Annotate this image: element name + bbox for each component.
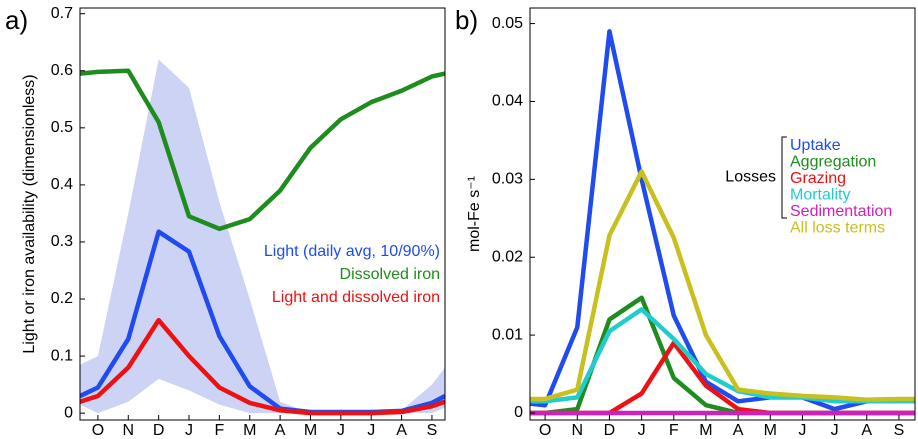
y-axis-label: mol-Fe s⁻¹	[466, 176, 483, 252]
x-tick-label: J	[185, 422, 193, 439]
y-tick-label: 0.2	[51, 290, 73, 307]
plot-area	[530, 29, 915, 416]
x-tick-label: F	[669, 422, 679, 439]
x-tick-label: O	[539, 422, 551, 439]
x-tick-label: J	[337, 422, 345, 439]
x-tick-label: D	[604, 422, 616, 439]
panel-label: a)	[5, 5, 28, 35]
y-tick-label: 0	[514, 404, 523, 421]
x-tick-label: M	[243, 422, 256, 439]
y-tick-label: 0	[64, 404, 73, 421]
legend-bracket	[781, 136, 787, 219]
legend-entry: Light (daily avg, 10/90%)	[264, 243, 440, 260]
x-tick-label: A	[861, 422, 872, 439]
legend-entry: Dissolved iron	[340, 266, 440, 283]
y-tick-label: 0.3	[51, 233, 73, 250]
series-line	[530, 307, 915, 404]
x-tick-label: A	[733, 422, 744, 439]
percentile-band	[80, 59, 445, 414]
legend-entry: Aggregation	[790, 154, 876, 171]
panel-label: b)	[455, 5, 478, 35]
y-tick-label: 0.6	[51, 62, 73, 79]
y-tick-label: 0.05	[492, 15, 523, 32]
y-axis-label: Light or iron availability (dimensionles…	[21, 74, 38, 353]
series-line	[530, 169, 915, 402]
x-tick-label: S	[894, 422, 905, 439]
x-tick-label: J	[831, 422, 839, 439]
plot-area	[80, 59, 445, 416]
x-tick-label: D	[153, 422, 165, 439]
y-tick-label: 0.7	[51, 5, 73, 22]
legend-entry: Grazing	[790, 170, 846, 187]
y-tick-label: 0.5	[51, 119, 73, 136]
y-tick-label: 0.4	[51, 176, 73, 193]
legend-entry: Sedimentation	[790, 203, 892, 220]
plot-frame	[529, 7, 916, 421]
plot-frame	[79, 7, 446, 421]
legend-entry: Uptake	[790, 137, 841, 154]
series-line	[80, 68, 445, 232]
x-tick-label: F	[214, 422, 224, 439]
x-tick-label: M	[764, 422, 777, 439]
y-tick-label: 0.1	[51, 347, 73, 364]
x-tick-label: A	[275, 422, 286, 439]
y-tick-label: 0.04	[492, 93, 523, 110]
x-tick-label: M	[699, 422, 712, 439]
legend-entry: All loss terms	[790, 220, 885, 237]
y-tick-label: 0.01	[492, 326, 523, 343]
legend-entry: Mortality	[790, 187, 850, 204]
x-tick-label: N	[123, 422, 135, 439]
group-label: Losses	[725, 169, 776, 186]
x-tick-label: J	[367, 422, 375, 439]
legend-entry: Light and dissolved iron	[272, 289, 440, 306]
x-tick-label: J	[798, 422, 806, 439]
x-tick-label: A	[396, 422, 407, 439]
x-tick-label: O	[92, 422, 104, 439]
y-tick-label: 0.02	[492, 248, 523, 265]
x-tick-label: S	[427, 422, 438, 439]
x-tick-label: N	[571, 422, 583, 439]
x-tick-label: M	[304, 422, 317, 439]
x-tick-label: J	[638, 422, 646, 439]
y-tick-label: 0.03	[492, 171, 523, 188]
series-line	[80, 317, 445, 416]
